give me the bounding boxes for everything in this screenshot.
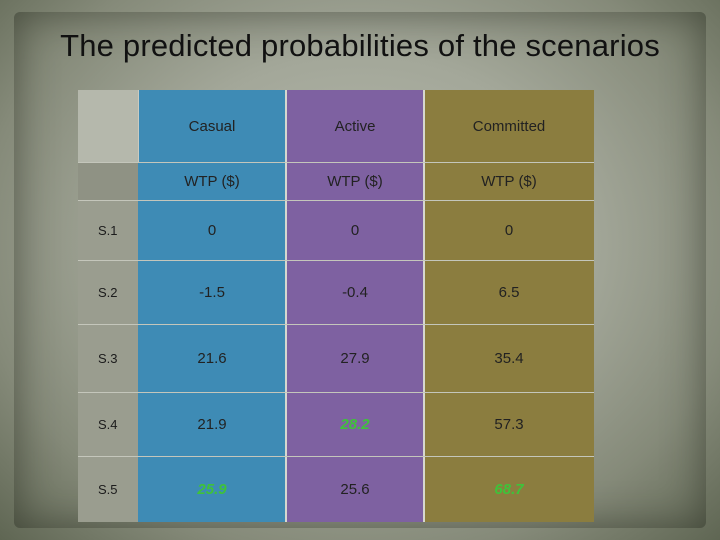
table-cell: 6.5 (498, 283, 520, 301)
row-label: S.5 (98, 481, 118, 497)
row-label: S.3 (98, 350, 118, 366)
row-divider (78, 260, 594, 261)
table-cell: 25.6 (340, 480, 370, 498)
table-cell: 21.6 (197, 349, 227, 367)
header-active: Active (334, 117, 376, 135)
table-corner-bottom (78, 162, 138, 200)
table-cell: 21.9 (197, 415, 227, 433)
subheader-active: WTP ($) (327, 172, 383, 190)
subheader-committed: WTP ($) (481, 172, 537, 190)
table-cell-highlighted: 25.9 (197, 480, 227, 498)
row-label: S.1 (98, 222, 118, 238)
column-divider (423, 90, 425, 522)
row-divider (78, 324, 594, 325)
header-casual: Casual (188, 117, 236, 135)
row-label: S.2 (98, 284, 118, 300)
table-cell: 35.4 (494, 349, 524, 367)
table-cell: 0 (350, 221, 360, 239)
table-corner-top (78, 90, 139, 162)
table-cell: 27.9 (340, 349, 370, 367)
row-divider (78, 162, 594, 163)
row-divider (78, 456, 594, 457)
table-cell-highlighted: 68.7 (494, 480, 524, 498)
table-cell-highlighted: 28.2 (340, 415, 370, 433)
subheader-casual: WTP ($) (184, 172, 240, 190)
table-cell: -0.4 (342, 283, 368, 301)
slide-title: The predicted probabilities of the scena… (60, 28, 660, 63)
header-committed: Committed (472, 117, 546, 135)
scenario-table: Casual Active Committed WTP ($) WTP ($) … (78, 90, 594, 522)
row-divider (78, 392, 594, 393)
table-cell: 0 (207, 221, 217, 239)
table-cell: 57.3 (494, 415, 524, 433)
row-divider (78, 200, 594, 201)
table-cell: -1.5 (199, 283, 225, 301)
table-cell: 0 (504, 221, 514, 239)
row-label: S.4 (98, 416, 118, 432)
column-divider (285, 90, 287, 522)
